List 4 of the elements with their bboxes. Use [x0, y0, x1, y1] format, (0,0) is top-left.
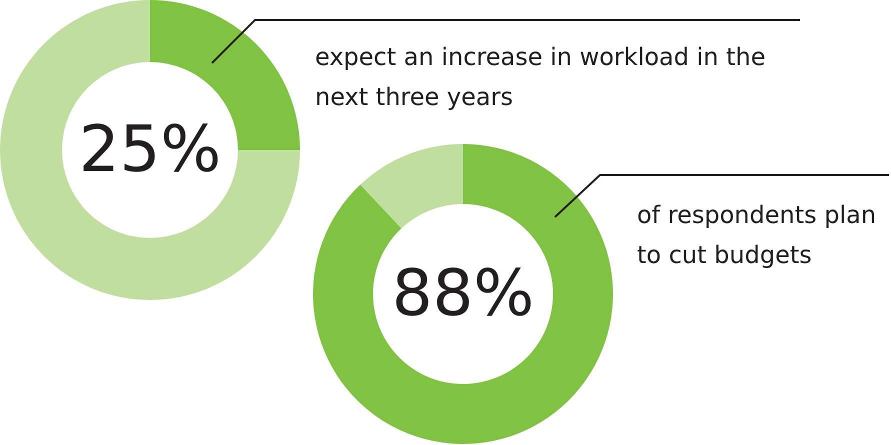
text: of respondents plan to cut budgets: [637, 201, 884, 269]
data-label: 88%: [392, 257, 534, 331]
text: expect an increase in workload in the next three years: [315, 43, 774, 111]
data-label: 25%: [78, 113, 222, 187]
